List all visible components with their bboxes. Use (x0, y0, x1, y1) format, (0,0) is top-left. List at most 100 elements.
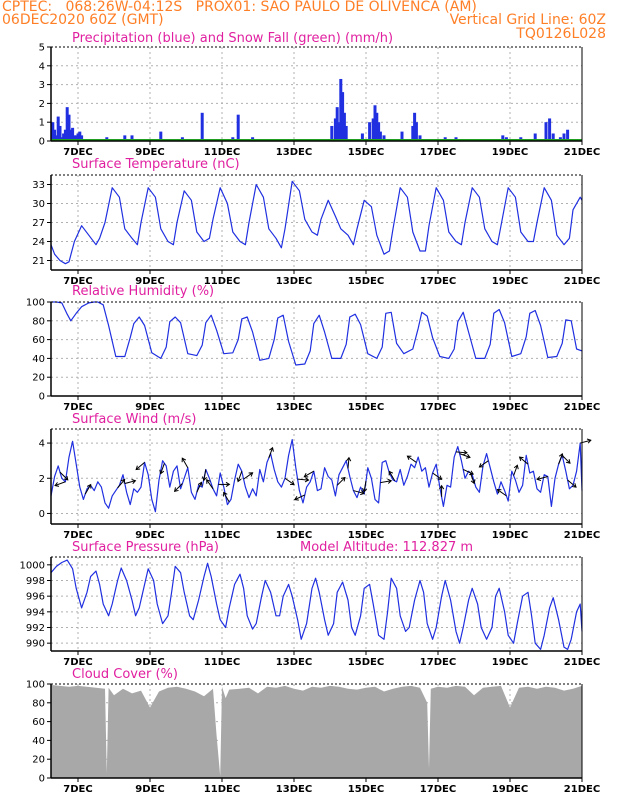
wind-arrow-shaft (181, 457, 189, 468)
header-line2-right: Vertical Grid Line: 60Z (449, 12, 606, 28)
precip-bar (368, 122, 372, 141)
wind-arrow-shaft (558, 453, 563, 465)
wind-arrow-shaft (203, 469, 207, 481)
wind-arrow-head (86, 483, 92, 489)
cloud-xtick-label: 17DEC (420, 784, 456, 795)
precip-bar (335, 107, 339, 141)
precip-bar (62, 133, 66, 141)
temp-xtick-label: 21DEC (564, 276, 600, 287)
wind-xtick-label: 15DEC (348, 530, 384, 541)
wind-arrow (432, 472, 443, 480)
wind-arrow (218, 481, 231, 487)
wind-arrow-shaft (469, 472, 475, 484)
wind-ytick-label: 2 (39, 474, 45, 485)
rh-ytick-label: 60 (32, 335, 45, 346)
wind-xtick-label: 17DEC (420, 530, 456, 541)
wind-arrow-head (340, 476, 346, 482)
wind-arrow (518, 456, 529, 465)
wind-arrow-shaft (462, 469, 474, 475)
precip-bar (53, 129, 57, 141)
wind-xtick-label: 9DEC (135, 530, 164, 541)
wind-arrow-shaft (497, 489, 507, 497)
rh-line (51, 301, 583, 366)
rh-xtick-label: 17DEC (420, 402, 456, 413)
pres-xtick-label: 19DEC (492, 657, 528, 668)
wind-arrow-head (496, 489, 502, 494)
header-line2-left: 06DEC2020 60Z (GMT) (2, 12, 164, 28)
wind-arrow-shaft (353, 490, 365, 494)
wind-arrow-head (346, 456, 352, 462)
precip-bar (58, 125, 62, 141)
wind-arrow-head (437, 475, 443, 480)
precip-bar (76, 133, 80, 141)
header-line1-left: CPTEC: 068:26W-04:12S PROX01: SAO PAULO … (2, 0, 477, 15)
precip-ytick-label: 5 (39, 43, 45, 54)
precip-bar (342, 112, 346, 141)
precip-bar (566, 129, 570, 141)
precip-bar (413, 112, 417, 141)
wind-arrow-shaft (432, 472, 442, 480)
wind-arrow (196, 481, 203, 493)
wind-arrow-shaft (243, 472, 253, 480)
pres-ytick-label: 994 (26, 607, 45, 618)
wind-arrow-shaft (284, 477, 295, 485)
precip-bar (63, 129, 67, 141)
precip-bar (339, 78, 343, 141)
wind-arrow-shaft (304, 470, 315, 478)
cloud-ytick-label: 100 (26, 680, 45, 691)
wind-arrow-shaft (388, 471, 396, 482)
wind-arrow-head (181, 457, 187, 463)
temp-ytick-label: 33 (32, 180, 45, 191)
temp-xtick-label: 7DEC (63, 276, 92, 287)
wind-arrow-shaft (455, 451, 468, 454)
precip-bar (337, 122, 341, 141)
rh-xtick-label: 11DEC (204, 402, 240, 413)
wind-arrow (536, 476, 548, 482)
rh-xtick-label: 9DEC (135, 402, 164, 413)
precip-bar (414, 122, 418, 141)
precip-bar (54, 135, 58, 141)
wind-arrow-head (201, 476, 207, 482)
header-line3-right: TQ0126L028 (516, 26, 606, 42)
wind-panel: Surface Wind (m/s) 0 2 4 7DEC 9DEC 11DEC 13DEC 1… (39, 412, 601, 541)
wind-arrow (561, 455, 571, 464)
precip-bar (67, 114, 71, 141)
cloud-ytick-label: 80 (32, 698, 45, 709)
wind-arrow-head (463, 450, 468, 456)
precip-bar (78, 131, 82, 141)
wind-arrow (117, 478, 126, 489)
precip-bar (544, 122, 548, 141)
wind-arrow (236, 471, 243, 483)
wind-arrow-head (54, 482, 60, 487)
wind-arrow-shaft (336, 477, 346, 486)
wind-arrow-shaft (237, 471, 243, 482)
wind-arrow-shaft (407, 455, 417, 463)
wind-arrow-head (388, 470, 394, 476)
wind-arrow (478, 460, 489, 468)
wind-arrow-head (63, 475, 69, 481)
wind-arrow-shaft (363, 480, 367, 492)
precip-bar (130, 135, 134, 141)
wind-arrow-shaft (196, 482, 202, 493)
wind-arrow-head (159, 469, 165, 475)
wind-arrow (459, 453, 471, 459)
wind-arrow-shaft (54, 481, 66, 487)
wind-arrow-head (586, 438, 592, 444)
wind-arrow-shaft (297, 478, 309, 481)
wind-arrow-head (120, 478, 126, 484)
wind-xtick-label: 7DEC (63, 530, 92, 541)
precip-bar (236, 114, 240, 141)
wind-arrow-head (439, 484, 445, 490)
rh-ytick-label: 80 (32, 316, 45, 327)
wind-arrow (346, 456, 352, 469)
rh-panel: Relative Humidity (%) 0 20 40 60 80 100 7DEC 9DE… (26, 284, 600, 413)
wind-arrow-shaft (479, 460, 489, 468)
temp-ytick-label: 27 (32, 218, 45, 229)
precip-xtick-label: 13DEC (276, 147, 312, 158)
precip-bar (65, 107, 69, 141)
precip-bar (69, 129, 73, 141)
wind-arrow (353, 490, 365, 496)
pres-xtick-label: 11DEC (204, 657, 240, 668)
wind-arrow-head (303, 472, 309, 478)
